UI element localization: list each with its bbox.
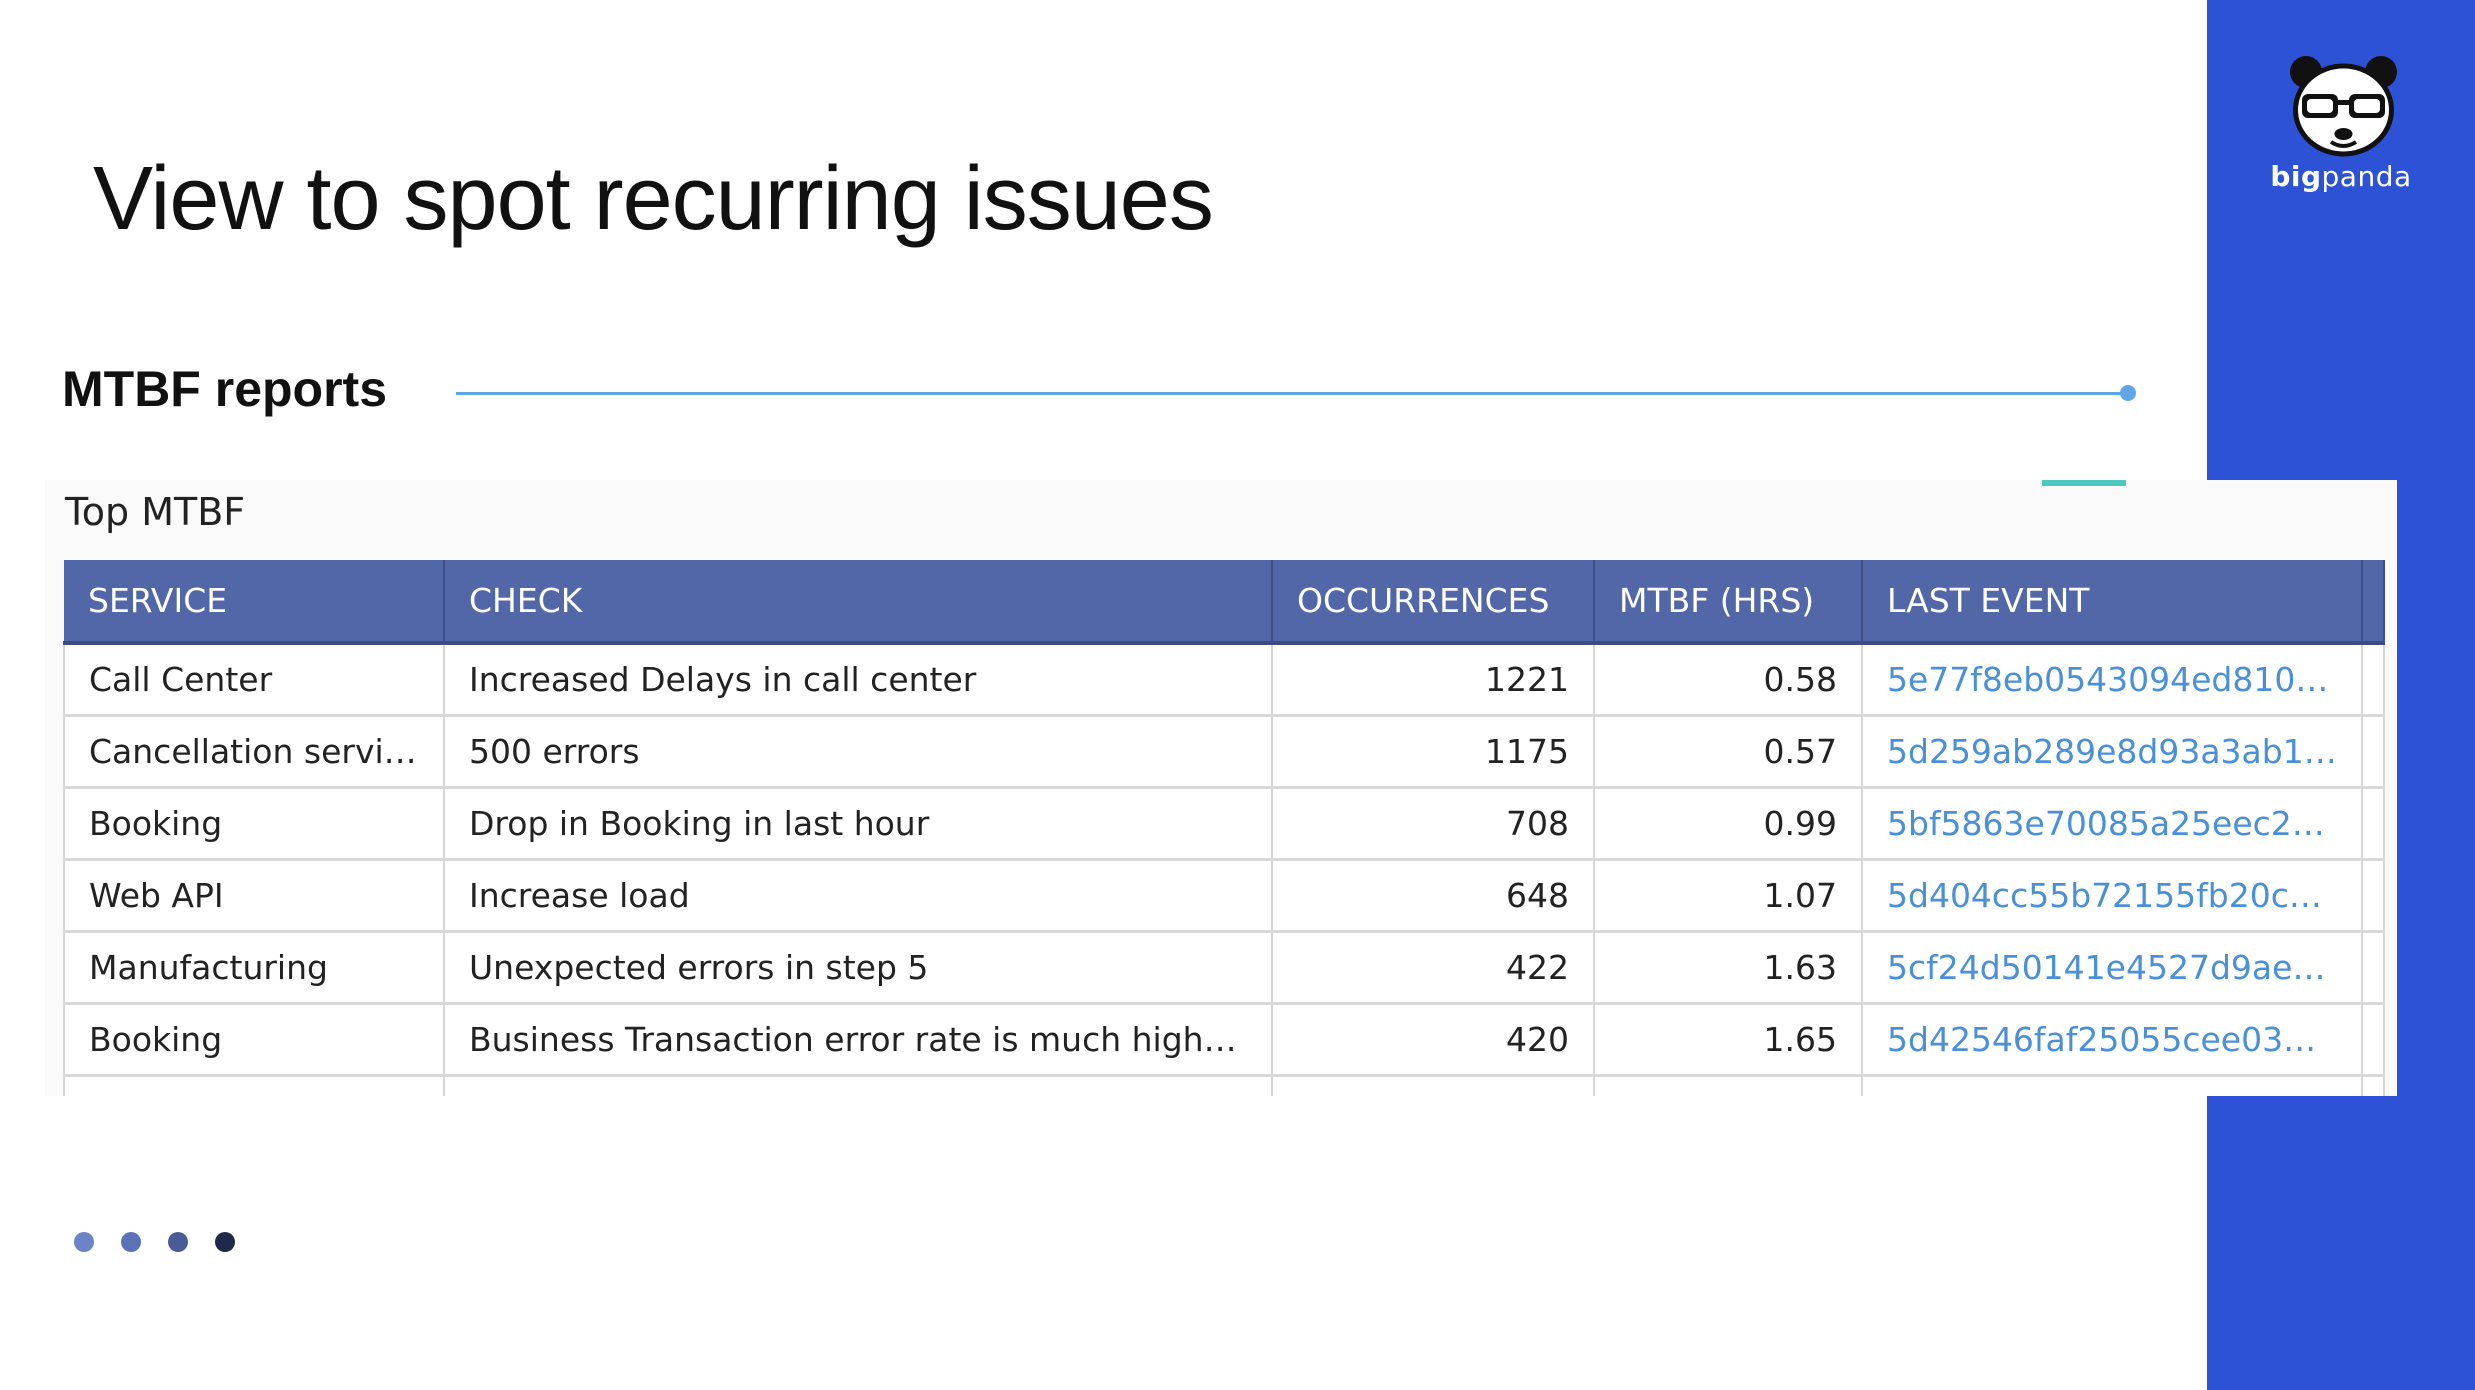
cell-mtbf: 0.99 bbox=[1594, 787, 1863, 861]
cell-last-event-link[interactable]: 5bf5863e70085a25eec26866 bbox=[1862, 787, 2363, 861]
pager-dot-2[interactable] bbox=[121, 1232, 141, 1252]
table-row[interactable]: Cancellation service 500 errors 1175 0.5… bbox=[63, 715, 2385, 789]
column-header-occurrences[interactable]: OCCURRENCES bbox=[1272, 560, 1595, 645]
panda-logo-icon bbox=[2290, 56, 2397, 157]
cell-service: Manufacturing bbox=[63, 931, 445, 1005]
mtbf-table-card: Top MTBF SERVICE CHECK OCCURRENCES MTBF … bbox=[45, 480, 2397, 1096]
section-divider-dot bbox=[2120, 385, 2136, 401]
cell-spacer bbox=[2362, 931, 2385, 1005]
column-header-mtbf[interactable]: MTBF (HRS) bbox=[1594, 560, 1863, 645]
cell-occurrences: 1175 bbox=[1272, 715, 1595, 789]
pager-dot-4-active[interactable] bbox=[215, 1232, 235, 1252]
cell-last-event-link[interactable]: 5d404cc55b72155fb20c0968 bbox=[1862, 859, 2363, 933]
cell-check: Unexpected errors in step 5 bbox=[444, 931, 1273, 1005]
cell-empty bbox=[1594, 1075, 1863, 1096]
cell-last-event-link[interactable]: 5cf24d50141e4527d9aee7ae bbox=[1862, 931, 2363, 1005]
mtbf-table: SERVICE CHECK OCCURRENCES MTBF (HRS) LAS… bbox=[63, 560, 2385, 1096]
cell-spacer bbox=[2362, 643, 2385, 717]
table-row[interactable]: Call Center Increased Delays in call cen… bbox=[63, 643, 2385, 717]
cell-check: Drop in Booking in last hour bbox=[444, 787, 1273, 861]
cell-service: Booking bbox=[63, 1003, 445, 1077]
pager-dot-3[interactable] bbox=[168, 1232, 188, 1252]
table-row[interactable]: Booking Business Transaction error rate … bbox=[63, 1003, 2385, 1077]
cell-mtbf: 1.63 bbox=[1594, 931, 1863, 1005]
cell-check: Business Transaction error rate is much … bbox=[444, 1003, 1273, 1077]
table-row[interactable]: Manufacturing Unexpected errors in step … bbox=[63, 931, 2385, 1005]
table-row[interactable]: Booking Drop in Booking in last hour 708… bbox=[63, 787, 2385, 861]
cell-spacer bbox=[2362, 787, 2385, 861]
slide-title: View to spot recurring issues bbox=[93, 149, 1214, 249]
card-accent-bar bbox=[2042, 480, 2126, 486]
table-title: Top MTBF bbox=[65, 490, 246, 534]
table-header-row: SERVICE CHECK OCCURRENCES MTBF (HRS) LAS… bbox=[64, 560, 2385, 645]
cell-service: Booking bbox=[63, 787, 445, 861]
cell-mtbf: 1.07 bbox=[1594, 859, 1863, 933]
cell-service: Web API bbox=[63, 859, 445, 933]
section-divider bbox=[456, 392, 2130, 395]
cell-check: Increase load bbox=[444, 859, 1273, 933]
cell-mtbf: 0.58 bbox=[1594, 643, 1863, 717]
column-header-spacer bbox=[2362, 560, 2385, 645]
table-row[interactable]: Web API Increase load 648 1.07 5d404cc55… bbox=[63, 859, 2385, 933]
cell-occurrences: 648 bbox=[1272, 859, 1595, 933]
column-header-service[interactable]: SERVICE bbox=[64, 560, 445, 645]
brand-wordmark: bigpanda bbox=[2270, 160, 2412, 193]
cell-check: Increased Delays in call center bbox=[444, 643, 1273, 717]
cell-mtbf: 0.57 bbox=[1594, 715, 1863, 789]
cell-service: Call Center bbox=[63, 643, 445, 717]
cell-spacer bbox=[2362, 1003, 2385, 1077]
section-title: MTBF reports bbox=[62, 361, 387, 417]
cell-last-event-link[interactable]: 5e77f8eb0543094ed81031aa bbox=[1862, 643, 2363, 717]
cell-last-event-link[interactable]: 5d42546faf25055cee03b66e bbox=[1862, 1003, 2363, 1077]
cell-service: Cancellation service bbox=[63, 715, 445, 789]
pager-dot-1[interactable] bbox=[74, 1232, 94, 1252]
cell-spacer bbox=[2362, 715, 2385, 789]
table-row-partial bbox=[63, 1075, 2385, 1096]
cell-last-event-link[interactable]: 5d259ab289e8d93a3ab1a4e1 bbox=[1862, 715, 2363, 789]
cell-empty bbox=[444, 1075, 1273, 1096]
cell-mtbf: 1.65 bbox=[1594, 1003, 1863, 1077]
column-header-check[interactable]: CHECK bbox=[444, 560, 1273, 645]
column-header-last-event[interactable]: LAST EVENT bbox=[1862, 560, 2363, 645]
cell-empty bbox=[1862, 1075, 2363, 1096]
pager-dots bbox=[74, 1232, 235, 1252]
cell-occurrences: 422 bbox=[1272, 931, 1595, 1005]
cell-empty bbox=[1272, 1075, 1595, 1096]
cell-spacer bbox=[2362, 859, 2385, 933]
cell-occurrences: 420 bbox=[1272, 1003, 1595, 1077]
cell-occurrences: 1221 bbox=[1272, 643, 1595, 717]
cell-empty bbox=[63, 1075, 445, 1096]
cell-check: 500 errors bbox=[444, 715, 1273, 789]
cell-occurrences: 708 bbox=[1272, 787, 1595, 861]
cell-spacer bbox=[2362, 1075, 2385, 1096]
